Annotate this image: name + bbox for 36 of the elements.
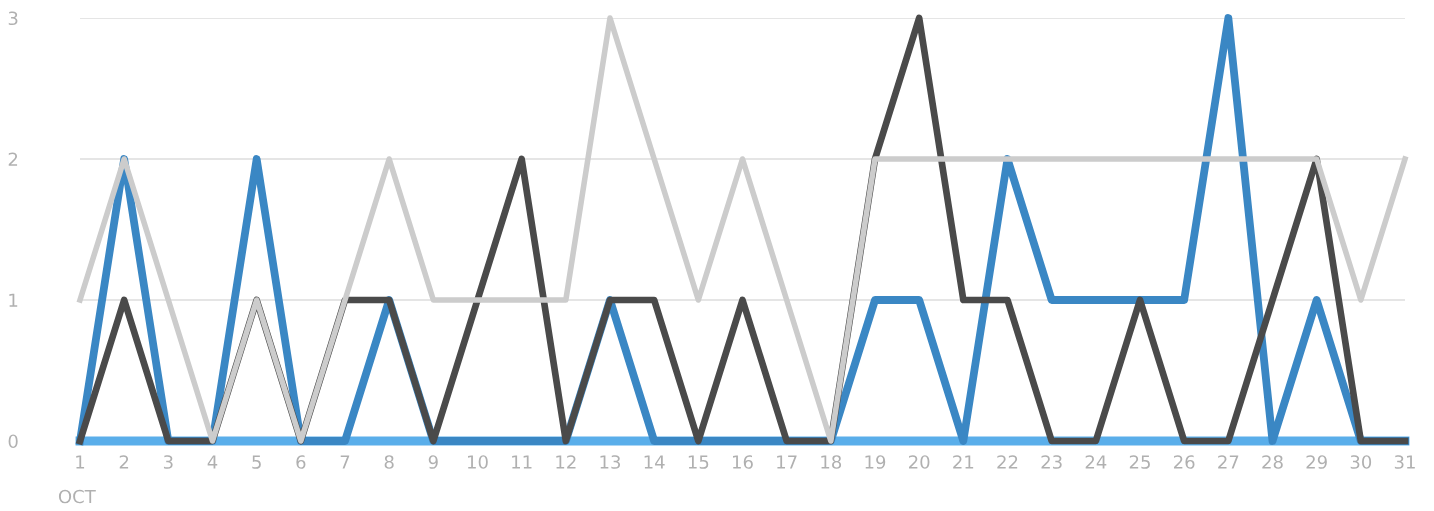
x-tick-label: 7 <box>340 455 350 469</box>
x-tick-label: 6 <box>296 455 306 469</box>
x-tick-label: 20 <box>909 455 930 469</box>
x-tick-label: 2 <box>119 455 129 469</box>
y-tick-label: 2 <box>8 152 18 166</box>
x-tick-label: 18 <box>821 455 842 469</box>
x-tick-label: 1 <box>76 455 85 469</box>
x-tick-label: 3 <box>163 455 173 469</box>
x-tick-label: 23 <box>1041 455 1062 469</box>
x-tick-label: 24 <box>1085 455 1107 469</box>
x-tick-label: 30 <box>1350 455 1372 469</box>
x-tick-label: 10 <box>468 455 488 469</box>
x-tick-label: 4 <box>207 455 218 469</box>
x-tick-label: 25 <box>1129 455 1150 469</box>
x-tick-label: 9 <box>428 455 438 469</box>
y-tick-label: 3 <box>8 11 18 26</box>
x-tick-label: 26 <box>1174 455 1195 469</box>
y-tick-label: 1 <box>9 293 18 307</box>
x-tick-label: 5 <box>252 455 261 469</box>
x-tick-label: 17 <box>777 455 797 469</box>
x-tick-label: 14 <box>644 455 665 469</box>
x-tick-label: 13 <box>600 455 621 469</box>
x-tick-label: 28 <box>1262 455 1283 469</box>
y-tick-label: 0 <box>8 434 18 449</box>
x-tick-label: 27 <box>1218 455 1239 469</box>
x-tick-label: 19 <box>865 455 886 469</box>
x-tick-label: 8 <box>384 455 394 469</box>
x-tick-label: 21 <box>953 455 974 469</box>
x-tick-label: 11 <box>512 455 532 469</box>
x-tick-label: 31 <box>1394 455 1415 469</box>
x-tick-label: 29 <box>1306 455 1327 469</box>
x-tick-label: 12 <box>556 455 576 469</box>
x-tick-label: 22 <box>997 455 1018 469</box>
text: OCT <box>58 489 96 504</box>
x-tick-label: 16 <box>733 455 753 469</box>
x-tick-label: 15 <box>688 455 709 469</box>
